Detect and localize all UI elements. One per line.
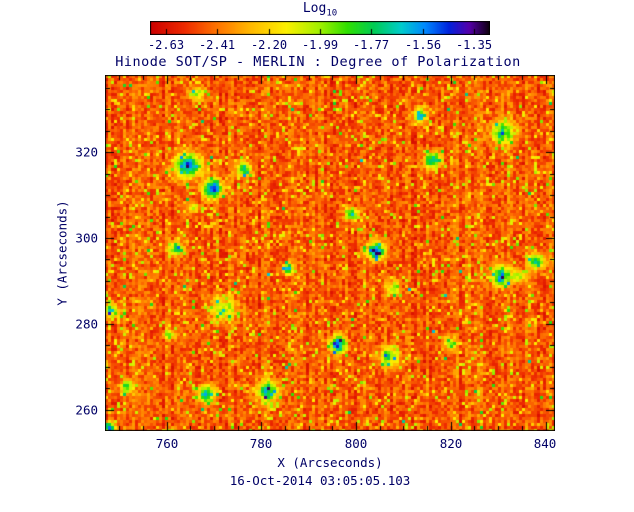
colorbar-tick-label: -2.63 xyxy=(147,38,185,52)
colorbar-title-subscript: 10 xyxy=(326,8,338,19)
colorbar-title-text: Log xyxy=(302,1,327,16)
colorbar-tick-label: -2.20 xyxy=(250,38,288,52)
x-axis-tick-label: 780 xyxy=(249,436,273,451)
y-axis-tick-label: 320 xyxy=(75,144,98,160)
x-axis-tick-label: 760 xyxy=(155,436,179,451)
y-axis-tick-label: 280 xyxy=(75,316,98,332)
colorbar-tick-label: -1.35 xyxy=(455,38,493,52)
x-axis-tick-label: 840 xyxy=(533,436,557,451)
y-axis-tick-label: 260 xyxy=(75,402,98,418)
colorbar-tick-label: -1.99 xyxy=(301,38,339,52)
x-axis-tick-label: 800 xyxy=(344,436,368,451)
colorbar-tick-label: -1.77 xyxy=(352,38,390,52)
y-axis-title: Y (Arcseconds) xyxy=(54,200,70,306)
x-axis-tick-label: 820 xyxy=(439,436,463,451)
plot-title: Hinode SOT/SP - MERLIN : Degree of Polar… xyxy=(115,54,521,70)
x-axis-title: X (Arcseconds) xyxy=(277,455,383,470)
observation-timestamp: 16-Oct-2014 03:05:05.103 xyxy=(229,473,411,488)
colorbar-title: Log10 xyxy=(303,1,337,19)
colorbar-gradient xyxy=(150,21,490,35)
y-axis-tick-label: 300 xyxy=(75,230,98,246)
colorbar-tick-label: -2.41 xyxy=(198,38,236,52)
heatmap-canvas xyxy=(105,75,555,431)
colorbar-tick-label: -1.56 xyxy=(404,38,442,52)
